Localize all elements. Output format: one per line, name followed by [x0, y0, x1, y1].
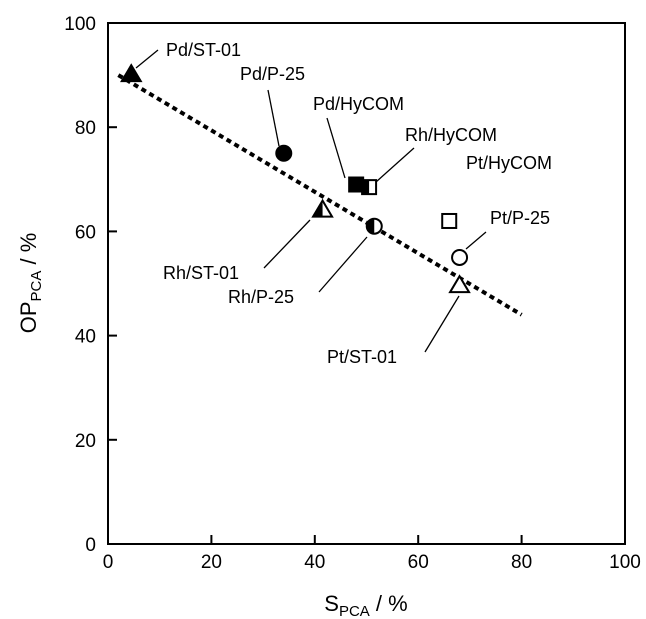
leader-line-pd-hycom	[327, 118, 345, 178]
x-tick-label: 0	[103, 552, 114, 573]
point-pd-hycom	[349, 178, 363, 192]
leader-line-pd-p-25	[268, 90, 279, 146]
y-axis-title: OPPCA / %	[16, 233, 45, 334]
y-tick-label: 100	[64, 14, 96, 35]
point-label-pt-hycom: Pt/HyCOM	[466, 153, 552, 173]
point-pt-p-25	[452, 250, 467, 265]
leader-line-rh-p-25	[319, 237, 367, 292]
leader-line-layer	[136, 50, 486, 352]
marker-layer	[122, 65, 469, 292]
leader-line-pt-p-25	[466, 232, 486, 249]
point-label-pd-hycom: Pd/HyCOM	[313, 94, 404, 114]
point-label-rh-hycom: Rh/HyCOM	[405, 125, 497, 145]
leader-line-rh-hycom	[376, 148, 414, 182]
point-pd-p-25	[276, 146, 291, 161]
x-tick-label: 20	[201, 552, 222, 573]
y-tick-label: 60	[75, 222, 96, 243]
point-rh-st-01	[313, 201, 332, 217]
leader-line-pt-st-01	[425, 296, 459, 352]
leader-line-rh-st-01	[264, 220, 310, 268]
x-tick-label: 80	[511, 552, 532, 573]
point-label-rh-p-25: Rh/P-25	[228, 287, 294, 307]
x-tick-label: 40	[304, 552, 325, 573]
point-pd-st-01	[122, 65, 141, 81]
point-pt-st-01	[450, 276, 469, 292]
y-tick-label: 20	[75, 431, 96, 452]
point-rh-p-25	[367, 219, 382, 234]
point-pt-hycom	[442, 214, 456, 228]
y-tick-label: 0	[85, 535, 96, 556]
x-tick-label: 60	[408, 552, 429, 573]
point-label-pt-p-25: Pt/P-25	[490, 208, 550, 228]
point-label-pt-st-01: Pt/ST-01	[327, 347, 397, 367]
x-tick-label: 100	[609, 552, 641, 573]
y-tick-label: 80	[75, 118, 96, 139]
point-label-pd-p-25: Pd/P-25	[240, 64, 305, 84]
y-tick-label: 40	[75, 327, 96, 348]
leader-line-pd-st-01	[136, 50, 158, 68]
point-label-rh-st-01: Rh/ST-01	[163, 263, 239, 283]
x-axis-title: SPCA / %	[324, 591, 407, 619]
point-rh-hycom	[362, 180, 376, 194]
point-label-pd-st-01: Pd/ST-01	[166, 40, 241, 60]
